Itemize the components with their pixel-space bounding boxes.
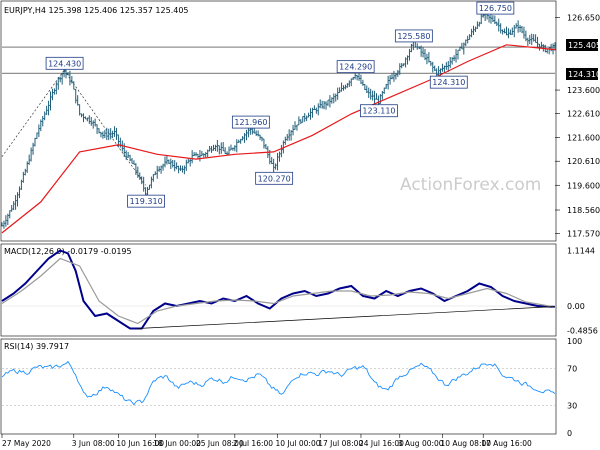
current-price-label: 125.405 (568, 41, 600, 50)
time-tick-label: 27 May 2020 (2, 439, 51, 448)
swing-label-box (45, 56, 84, 70)
swing-label: 124.310 (432, 78, 465, 87)
time-tick-label: 10 Jun 16:00 (116, 439, 164, 448)
rsi-lines (1, 360, 556, 406)
trendline-down (63, 70, 146, 186)
rsi-tick-label: 100 (567, 337, 582, 346)
swing-label-box (255, 171, 294, 185)
swing-label: 121.960 (234, 118, 267, 127)
horizontal-levels (2, 46, 555, 74)
rsi-tick-label: 0 (567, 429, 572, 438)
trendline-group (1, 70, 146, 186)
swing-label: 126.750 (479, 4, 512, 13)
swing-label-box (127, 194, 165, 208)
price-pane-title: EURJPY,H4 125.398 125.406 125.357 125.40… (4, 6, 189, 15)
watermark: ActionForex.com (400, 175, 541, 195)
price-tick-label: 120.610 (567, 157, 600, 166)
swing-label: 123.110 (362, 107, 395, 116)
swing-label: 125.580 (397, 32, 430, 41)
macd-signal-line (1, 257, 556, 325)
swing-label-box (429, 75, 468, 89)
moving-average-line (1, 44, 556, 234)
time-tick-label: 3 Jun 08:00 (72, 439, 115, 448)
price-tick-label: 118.560 (567, 206, 600, 215)
rsi-pane-title: RSI(14) 39.7917 (4, 342, 69, 351)
price-tick-label: 117.570 (567, 230, 600, 239)
price-tick-label: 119.600 (567, 181, 600, 190)
rsi-line (1, 360, 556, 406)
swing-label-box (336, 60, 375, 74)
rsi-tick-label: 30 (567, 401, 577, 410)
swing-label: 124.290 (339, 63, 372, 72)
swing-label-box (231, 115, 270, 129)
price-pane-frame (0, 0, 557, 242)
swing-label-box (476, 1, 515, 15)
swing-label: 124.430 (48, 59, 81, 68)
rsi-tick-label: 70 (567, 365, 577, 374)
price-y-axis: 126.650 123.600 122.610 121.600 120.610 119.6… (555, 13, 600, 239)
current-price-box (566, 39, 598, 51)
macd-y-axis: 1.1144 0.00 -0.4856 (567, 246, 598, 335)
price-pane: EURJPY,H4 125.398 125.406 125.357 125.40… (0, 0, 600, 242)
rsi-pane: RSI(14) 39.7917 100 70 30 0 (0, 337, 582, 438)
rsi-pane-frame (0, 338, 557, 435)
rsi-y-axis: 100 70 30 0 (567, 337, 582, 438)
time-tick-label: 17 Jul 08:00 (318, 439, 363, 448)
swing-labels: 124.430 119.310 121.960 120.270 124.290 123.1… (45, 1, 515, 208)
time-tick-label: 24 Jul 16:00 (359, 439, 404, 448)
time-tick-label: 17 Aug 16:00 (481, 439, 532, 448)
level-price-box (566, 68, 598, 80)
moving-average-group (1, 44, 556, 234)
macd-pane-frame (0, 243, 557, 337)
time-tick-label: 3 Aug 00:00 (398, 439, 444, 448)
swing-label: 120.270 (258, 174, 291, 183)
macd-pane: MACD(12,26,9) -0.0179 -0.0195 1.1144 0.00… (0, 243, 598, 337)
price-tick-label: 122.610 (567, 110, 600, 119)
time-tick-label: 18 Jun 00:00 (153, 439, 201, 448)
time-tick-label: 25 Jun 08:00 (196, 439, 244, 448)
macd-pane-title: MACD(12,26,9) -0.0179 -0.0195 (4, 247, 132, 256)
macd-tick-label: -0.4856 (567, 326, 598, 335)
macd-lines (1, 249, 556, 330)
price-tick-label: 123.600 (567, 86, 600, 95)
price-tick-label: 126.650 (567, 13, 600, 22)
price-markers: 125.405 124.310 (566, 39, 600, 80)
level-price-label: 124.310 (568, 70, 600, 79)
macd-tick-label: 1.1144 (567, 246, 595, 255)
price-tick-label: 121.600 (567, 134, 600, 143)
swing-label-box (360, 104, 398, 118)
macd-trendline (137, 306, 556, 329)
time-tick-label: 2 Jul 16:00 (233, 439, 273, 448)
price-bars (0, 10, 557, 229)
trendline-up (1, 70, 65, 157)
macd-tick-label: 0.00 (567, 302, 585, 311)
time-tick-label: 10 Jul 00:00 (276, 439, 321, 448)
time-tick-label: 10 Aug 08:00 (440, 439, 491, 448)
swing-label-box (394, 29, 433, 43)
swing-label: 119.310 (130, 197, 163, 206)
